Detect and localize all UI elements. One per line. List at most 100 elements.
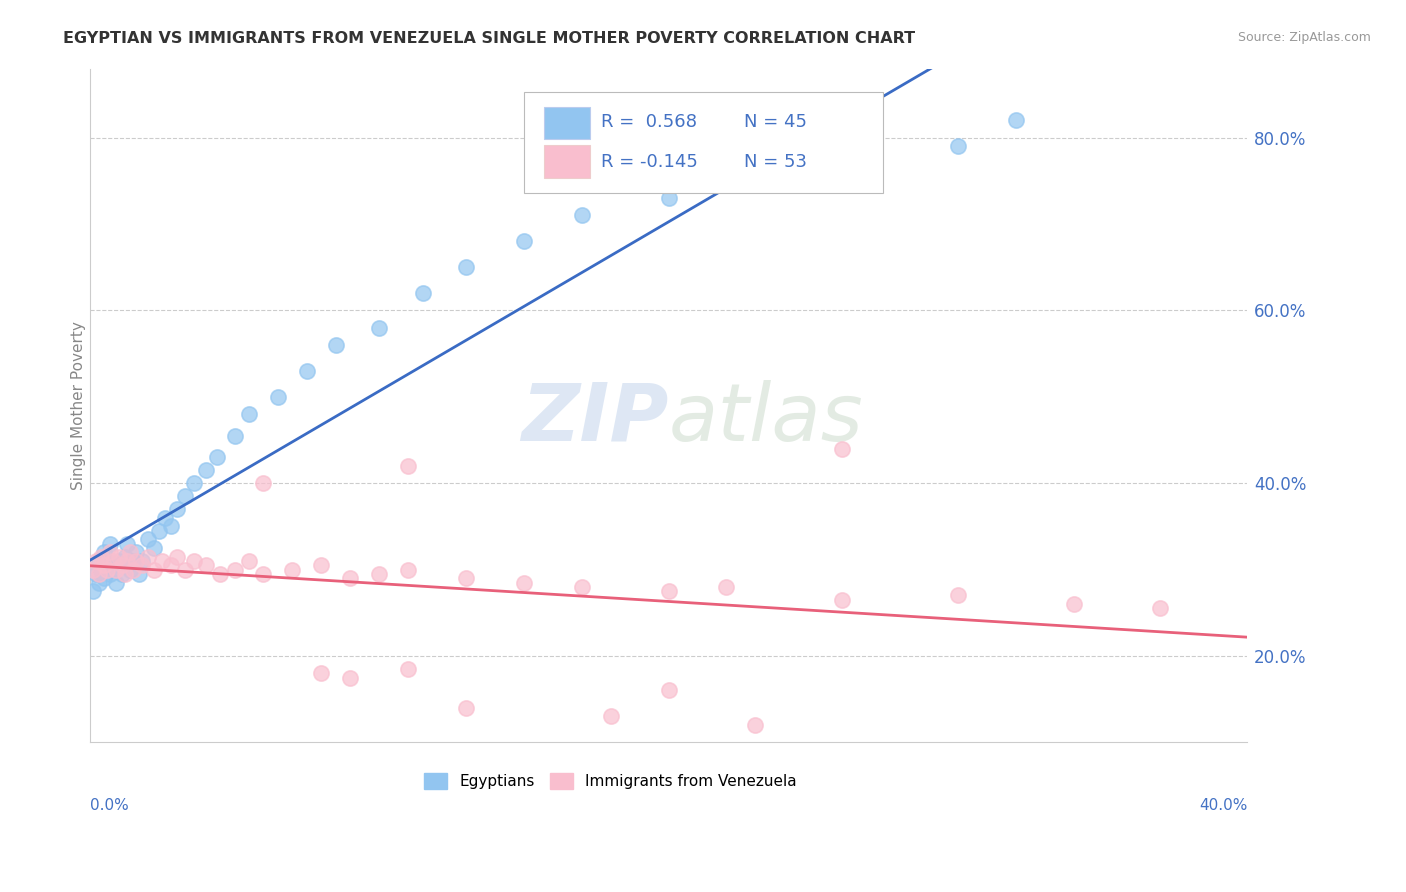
Point [325,338,347,352]
Point [238,554,260,568]
Point [238,407,260,421]
Point [946,589,969,603]
Text: R =  0.568: R = 0.568 [602,113,697,131]
Point [295,364,318,378]
Point [160,558,183,573]
Point [84,554,107,568]
Text: 40.0%: 40.0% [1199,798,1247,814]
Point [93,571,115,585]
Point [87,566,110,581]
Point [101,558,124,573]
Point [104,563,127,577]
Point [122,554,145,568]
Point [1004,113,1026,128]
Point [1149,601,1171,615]
Point [98,536,121,550]
Point [209,566,232,581]
Point [194,463,217,477]
Point [946,139,969,153]
Point [117,536,139,550]
Point [368,566,391,581]
Point [599,709,621,723]
Text: ZIP: ZIP [522,380,668,458]
FancyBboxPatch shape [544,107,591,139]
Text: N = 53: N = 53 [744,153,807,170]
Text: EGYPTIAN VS IMMIGRANTS FROM VENEZUELA SINGLE MOTHER POVERTY CORRELATION CHART: EGYPTIAN VS IMMIGRANTS FROM VENEZUELA SI… [63,31,915,46]
Point [311,666,333,681]
Point [98,545,121,559]
Text: 0.0%: 0.0% [90,798,128,814]
FancyBboxPatch shape [524,92,883,194]
Point [87,554,110,568]
Point [224,563,246,577]
Point [122,563,145,577]
Point [136,533,159,547]
Point [90,563,112,577]
Point [84,566,107,581]
Point [174,489,197,503]
Point [125,545,148,559]
Point [82,584,104,599]
Point [657,584,679,599]
Point [454,700,477,714]
Point [1063,597,1085,611]
Point [252,566,274,581]
Point [136,549,159,564]
Point [107,549,129,564]
Point [311,558,333,573]
Point [454,260,477,275]
Point [267,390,290,404]
Point [454,571,477,585]
Point [98,566,121,581]
Point [104,575,127,590]
Point [120,563,142,577]
Point [131,558,153,573]
Point [117,554,139,568]
Point [183,476,205,491]
Point [111,566,134,581]
Point [96,554,118,568]
Point [148,524,170,538]
Point [831,592,853,607]
Point [831,442,853,456]
Point [194,558,217,573]
Point [128,566,150,581]
Point [82,563,104,577]
Point [339,671,361,685]
Point [205,450,228,465]
Point [90,549,112,564]
Point [513,575,536,590]
Text: N = 45: N = 45 [744,113,807,131]
Point [396,662,419,676]
Point [513,235,536,249]
Point [142,563,165,577]
Point [87,575,110,590]
Point [339,571,361,585]
Y-axis label: Single Mother Poverty: Single Mother Poverty [72,321,86,490]
Point [142,541,165,555]
Point [252,476,274,491]
Text: atlas: atlas [668,380,863,458]
Point [174,563,197,577]
Point [93,558,115,573]
Point [396,458,419,473]
Point [166,502,188,516]
Point [150,554,173,568]
Point [744,718,766,732]
Point [153,510,176,524]
Point [114,549,136,564]
Point [96,563,118,577]
Legend: Egyptians, Immigrants from Venezuela: Egyptians, Immigrants from Venezuela [418,767,803,796]
Point [571,208,593,222]
FancyBboxPatch shape [544,145,591,178]
Point [160,519,183,533]
Point [716,580,738,594]
Text: Source: ZipAtlas.com: Source: ZipAtlas.com [1237,31,1371,45]
Point [101,554,124,568]
Point [131,554,153,568]
Point [166,549,188,564]
Point [368,320,391,334]
Point [107,554,129,568]
Point [120,545,142,559]
Point [93,545,115,559]
